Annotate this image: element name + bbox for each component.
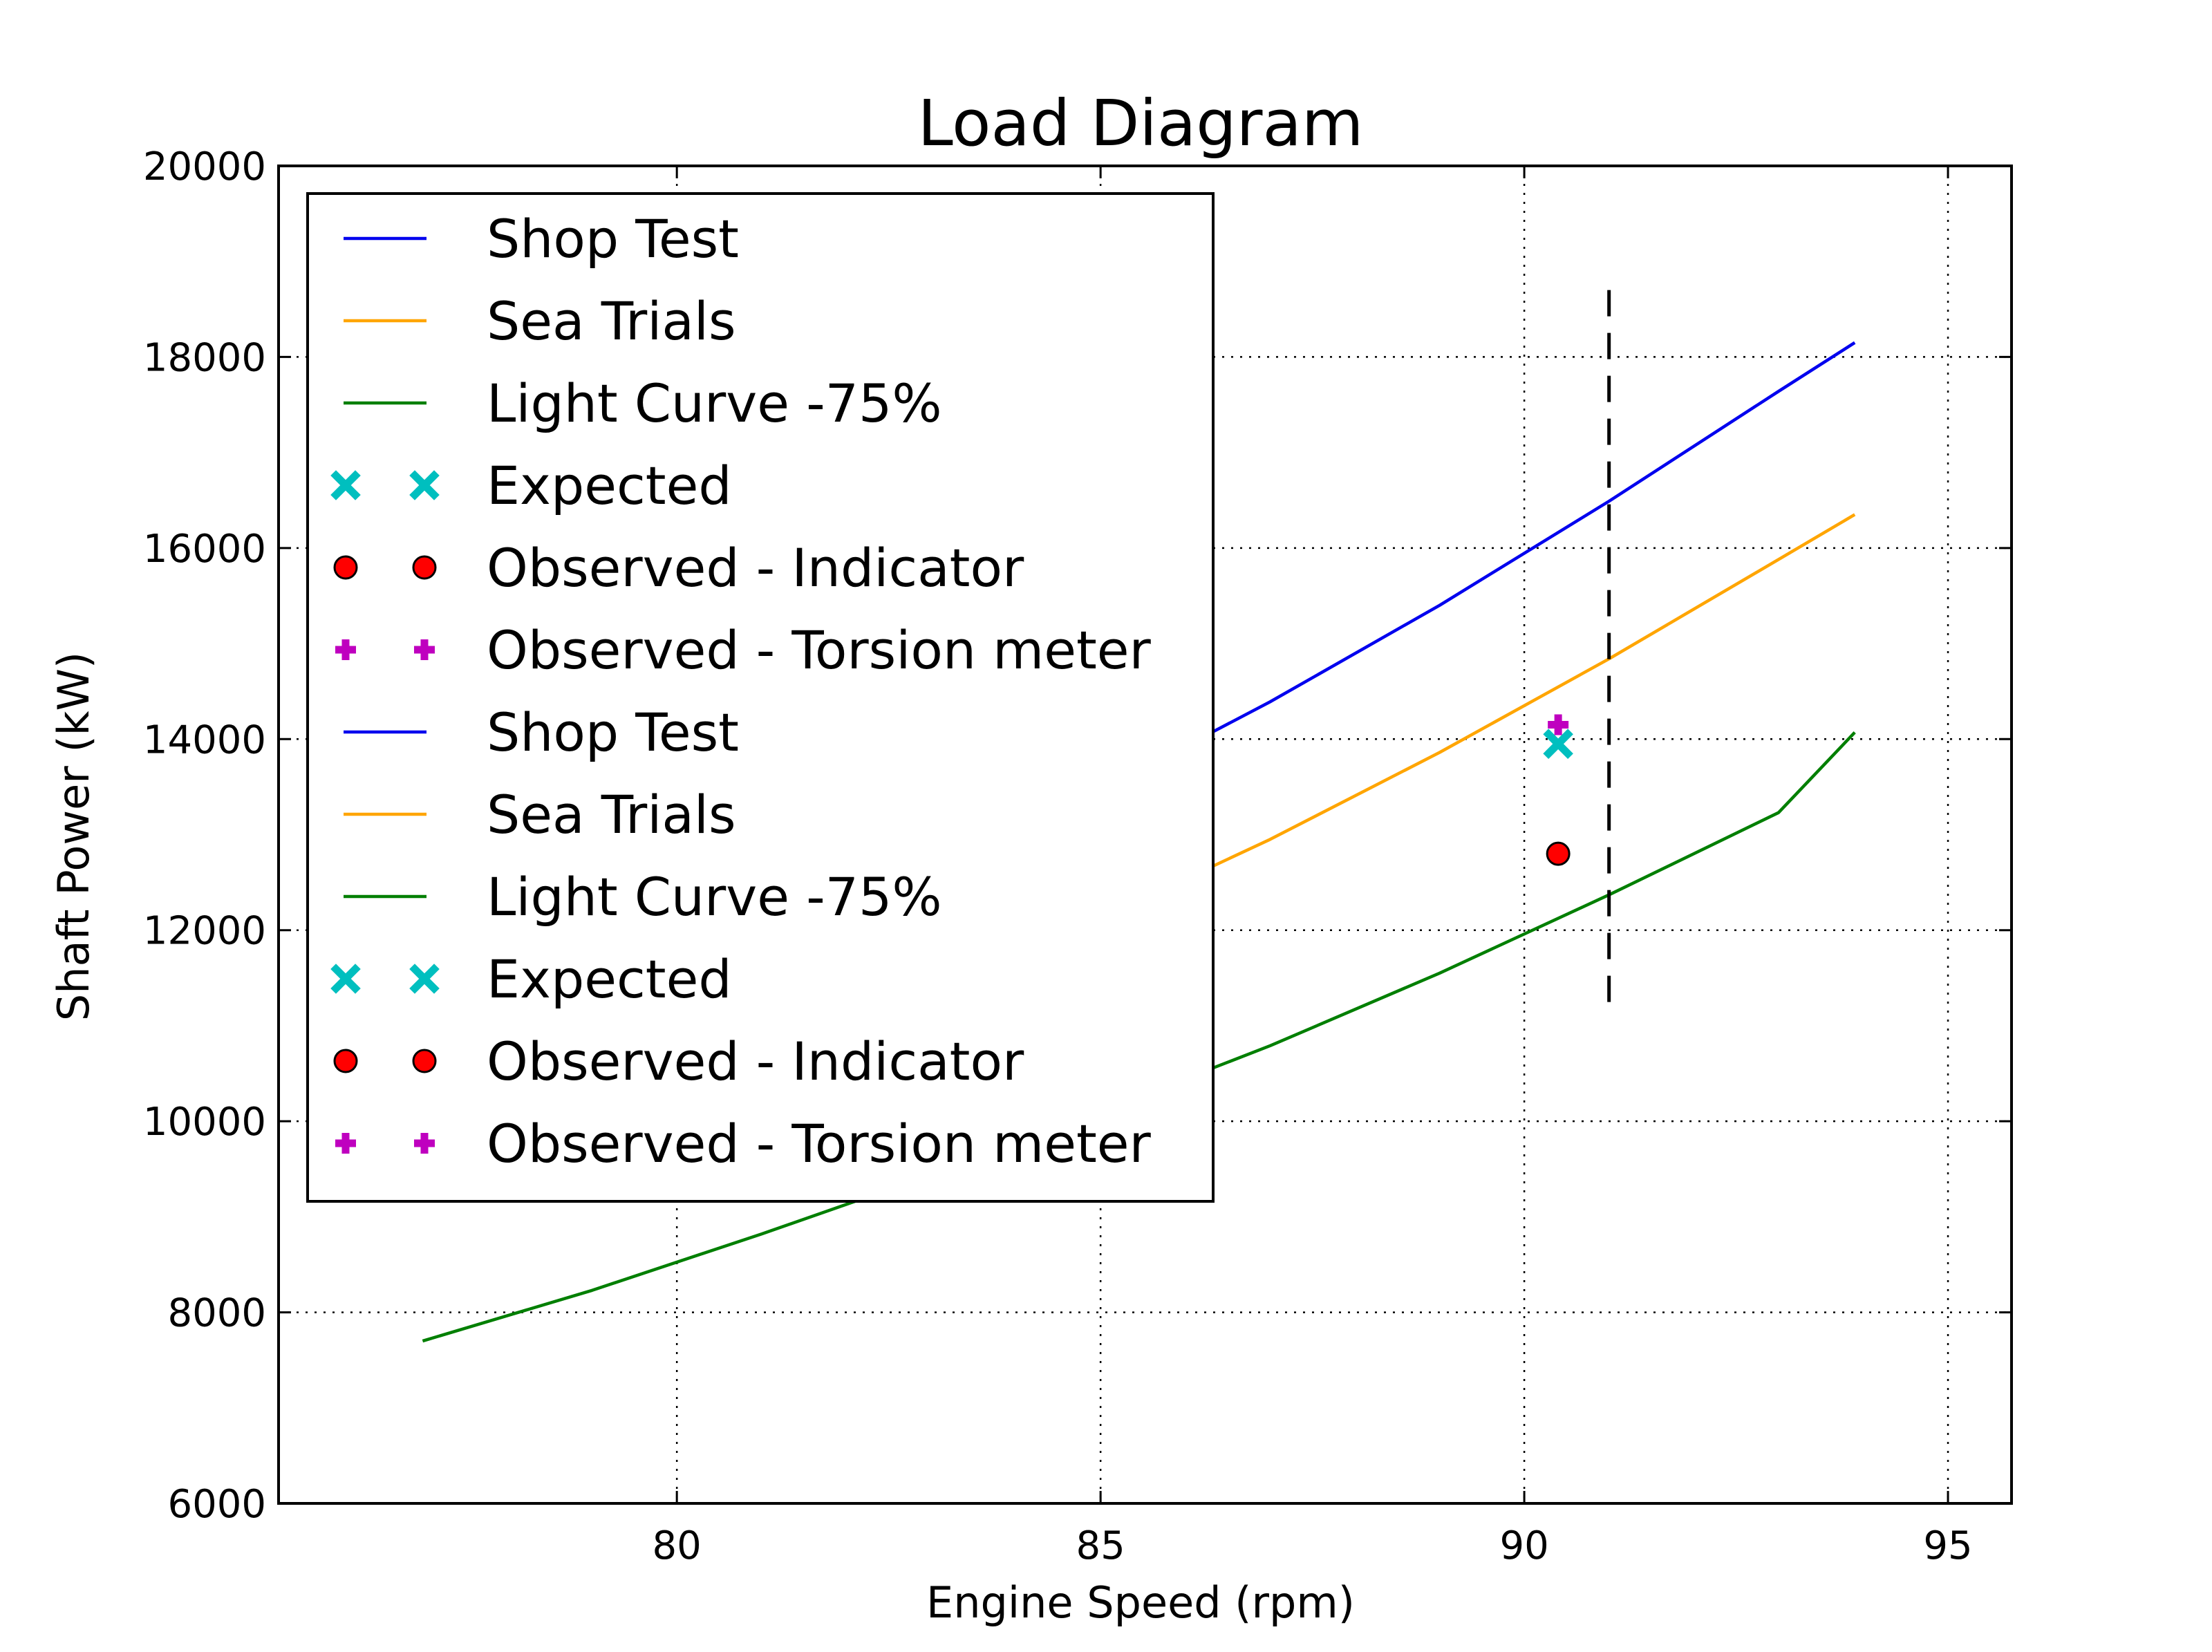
x-marker-stroke xyxy=(409,470,440,500)
legend-marker-swatch xyxy=(414,639,435,660)
legend-marker-swatch xyxy=(333,1049,358,1073)
legend-entry: Observed - Torsion meter xyxy=(335,619,1152,681)
legend-marker-swatch xyxy=(409,470,440,500)
legend-marker-swatch xyxy=(330,964,361,994)
legend-entry: Light Curve -75% xyxy=(344,866,942,928)
legend-label: Light Curve -75% xyxy=(487,373,942,434)
legend-label: Expected xyxy=(487,948,732,1010)
legend-entry: Light Curve -75% xyxy=(344,373,942,434)
x-marker-stroke xyxy=(409,964,440,994)
x-axis-label: Engine Speed (rpm) xyxy=(926,1577,1355,1628)
legend-marker-swatch xyxy=(409,964,440,994)
y-axis-label: Shaft Power (kW) xyxy=(48,652,99,1021)
y-tick-label: 14000 xyxy=(143,717,266,762)
y-tick-label: 6000 xyxy=(167,1482,266,1527)
legend-entry: Observed - Torsion meter xyxy=(335,1113,1152,1174)
legend-label: Shop Test xyxy=(487,702,739,763)
legend-marker-swatch xyxy=(335,1133,356,1154)
legend-label: Observed - Indicator xyxy=(487,1031,1024,1092)
legend-entry: Expected xyxy=(330,455,732,516)
chart-title: Load Diagram xyxy=(918,86,1364,160)
y-tick-label: 20000 xyxy=(143,144,266,189)
data-point-3-0 xyxy=(1543,729,1573,759)
legend-label: Shop Test xyxy=(487,208,739,270)
y-tick-label: 16000 xyxy=(143,527,266,572)
legend: Shop Test Sea Trials Light Curve -75% Expec… xyxy=(306,192,1215,1203)
legend-label: Sea Trials xyxy=(487,784,736,845)
legend-label: Observed - Torsion meter xyxy=(487,619,1152,681)
y-tick-label: 8000 xyxy=(167,1291,266,1336)
x-marker-stroke xyxy=(330,964,361,994)
legend-entry: Shop Test xyxy=(344,208,739,270)
legend-marker-swatch xyxy=(412,1049,437,1073)
x-tick-label: 90 xyxy=(1499,1523,1548,1568)
legend-marker-swatch xyxy=(412,555,437,580)
legend-entry: Sea Trials xyxy=(344,290,736,352)
legend-label: Sea Trials xyxy=(487,290,736,352)
legend-label: Observed - Torsion meter xyxy=(487,1113,1152,1174)
y-tick-label: 10000 xyxy=(143,1100,266,1145)
legend-label: Light Curve -75% xyxy=(487,866,942,928)
legend-entry: Sea Trials xyxy=(344,784,736,845)
legend-entry: Observed - Indicator xyxy=(333,537,1024,599)
x-tick-label: 95 xyxy=(1923,1523,1972,1568)
x-tick-label: 85 xyxy=(1076,1523,1125,1568)
legend-entry: Shop Test xyxy=(344,702,739,763)
marker-layer xyxy=(1543,714,1573,866)
axis-ticks: 80 85 90 95 6000 8000 10000 12000 14000 16000 1800… xyxy=(143,144,2012,1568)
legend-label: Observed - Indicator xyxy=(487,537,1024,599)
x-marker-stroke xyxy=(1543,729,1573,759)
legend-marker-swatch xyxy=(414,1133,435,1154)
x-tick-label: 80 xyxy=(653,1523,702,1568)
legend-label: Expected xyxy=(487,455,732,516)
legend-marker-swatch xyxy=(335,639,356,660)
data-point-5-0 xyxy=(1548,714,1569,735)
plot-frame xyxy=(277,165,2013,1505)
data-point-4-0 xyxy=(1546,841,1571,866)
legend-marker-swatch xyxy=(330,470,361,500)
legend-marker-swatch xyxy=(333,555,358,580)
legend-box xyxy=(306,192,1215,1203)
y-tick-label: 18000 xyxy=(143,335,266,380)
legend-entry: Observed - Indicator xyxy=(333,1031,1024,1092)
x-marker-stroke xyxy=(330,470,361,500)
y-tick-label: 12000 xyxy=(143,909,266,954)
legend-entry: Expected xyxy=(330,948,732,1010)
